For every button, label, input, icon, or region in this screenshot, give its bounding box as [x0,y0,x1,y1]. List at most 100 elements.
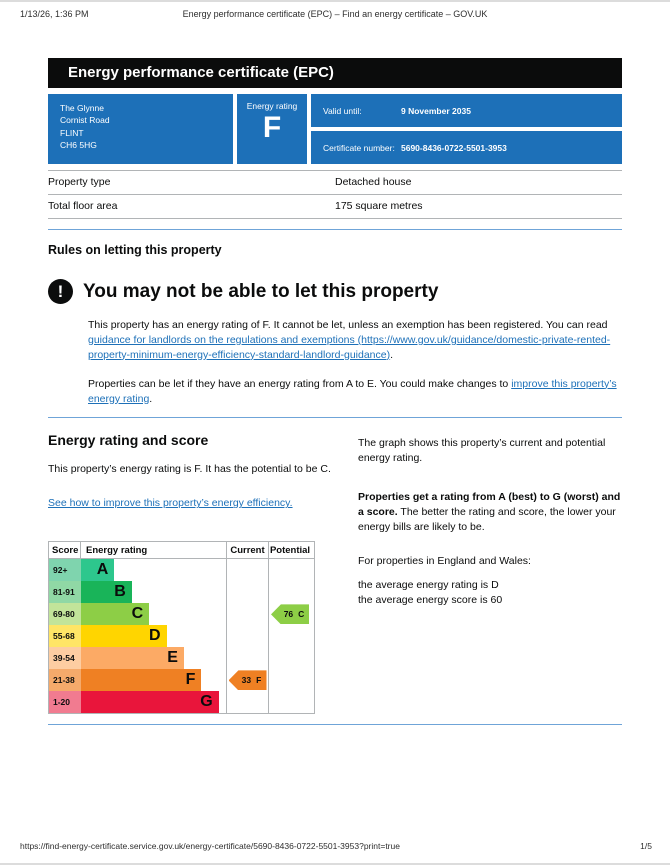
epc-potential-arrow: 76 C [271,604,309,625]
average-score-line: the average energy score is 60 [358,594,503,607]
warning-p1-period: . [390,348,394,361]
epc-chart-body: 92+ A 81-91 B 69-80 C 76 C 55-68 D 39-54 E 21-38 F 33 F… [49,559,314,714]
average-rating-line: the average energy rating is D [358,578,499,591]
energy-rating-label: Energy rating [246,101,298,111]
epc-rating-cell: C [81,603,227,626]
summary-address: The Glynne Cornist Road FLINT CH6 5HG [48,94,233,164]
graph-explainer: The graph shows this property’s current … [358,436,606,464]
epc-rating-cell: E [81,647,227,670]
epc-potential-cell [269,691,311,713]
property-table: Property type Detached house Total floor a… [48,170,622,219]
epc-band-row: 69-80 C 76 C [49,603,314,626]
epc-rating-cell: B [81,581,227,604]
summary-rating: Energy rating F [237,94,307,164]
epc-current-cell [227,603,269,626]
epc-score-cell: 81-91 [49,581,81,604]
certificate-number-row: Certificate number: 5690-8436-0722-5501-… [311,131,622,164]
certificate-number-value: 5690-8436-0722-5501-3953 [401,142,507,153]
epc-rating-cell: F [81,669,227,692]
epc-score-cell: 55-68 [49,625,81,648]
property-row-value: Detached house [335,176,412,188]
print-header: 1/13/26, 1:36 PM Energy performance cert… [20,9,650,19]
certificate-number-label: Certificate number: [323,142,395,153]
property-row: Property type Detached house [48,170,622,195]
epc-current-cell [227,581,269,604]
warning-p1-text: This property has an energy rating of F.… [88,319,608,331]
improve-efficiency-link[interactable]: See how to improve this property’s energ… [48,497,293,510]
rating-section-left: Energy rating and score This property’s … [48,432,358,715]
epc-current-cell: 33 F [227,669,269,692]
certificate-page: Energy performance certificate (EPC) The… [48,58,622,726]
epc-rating-chart: Score Energy rating Current Potential 92… [48,541,315,715]
section-divider-blue [48,416,622,418]
epc-potential-cell [269,647,311,669]
improve-rating-link[interactable]: improve this property’s energy rating [88,377,617,405]
epc-score-cell: 1-20 [49,691,81,714]
warning-paragraphs: This property has an energy rating of F.… [88,318,622,407]
epc-band-bar: A [81,559,115,582]
epc-potential-cell [269,625,311,647]
warning-p2-text: Properties can be let if they have an en… [88,377,512,390]
rules-heading: Rules on letting this property [48,243,222,257]
epc-rating-cell: D [81,625,227,648]
epc-band-bar: B [81,581,132,604]
certificate-banner: Energy performance certificate (EPC) [48,58,622,88]
epc-score-cell: 92+ [49,559,81,582]
epc-potential-cell [269,581,311,603]
england-wales-intro: For properties in England and Wales: [358,554,531,567]
address-line: Cornist Road [60,115,110,126]
epc-arrow-score: 33 [241,675,252,686]
address-line: The Glynne [60,103,104,113]
epc-score-cell: 21-38 [49,669,81,692]
epc-current-cell [227,691,269,714]
epc-rating-cell: G [81,691,227,714]
address-line: CH6 5HG [60,139,97,150]
epc-current-arrow: 33 F [228,670,267,691]
epc-band-row: 92+ A [49,559,314,582]
summary-validity: Valid until: 9 November 2035 Certificate… [311,94,622,164]
property-row-label: Property type [48,176,111,188]
epc-arrow-score: 76 [283,609,294,620]
epc-current-cell [227,625,269,648]
epc-score-cell: 39-54 [49,647,81,670]
rating-scale-bold: Properties get a rating from A (best) to… [358,490,621,519]
epc-band-row: 1-20 G [49,691,314,714]
valid-until-value: 9 November 2035 [401,105,471,116]
epc-band-row: 21-38 F 33 F [49,669,314,692]
warning-heading: You may not be able to let this property [83,280,439,302]
property-row-value: 175 square metres [335,200,423,212]
print-page-number: 1/5 [640,841,652,851]
banner-title: Energy performance certificate (EPC) [68,64,334,81]
improve-efficiency-paragraph: See how to improve this property’s energ… [48,496,348,511]
print-datetime: 1/13/26, 1:36 PM [20,9,89,19]
epc-band-row: 81-91 B [49,581,314,604]
chart-header-current: Current [227,542,269,559]
epc-current-cell [227,647,269,670]
epc-band-row: 39-54 E [49,647,314,670]
epc-arrow-letter: C [298,609,305,620]
rating-section-heading: Energy rating and score [48,431,209,448]
epc-band-bar: D [81,625,167,648]
epc-current-cell [227,559,269,582]
energy-rating-value: F [262,111,282,144]
epc-potential-cell [269,559,311,581]
epc-rating-cell: A [81,559,227,582]
summary-box: The Glynne Cornist Road FLINT CH6 5HG Energ… [48,94,622,164]
rating-scale-explainer: Properties get a rating from A (best) to… [358,490,622,536]
epc-band-row: 55-68 D [49,625,314,648]
epc-score-cell: 69-80 [49,603,81,626]
epc-potential-cell [269,669,311,691]
warning-header: ! You may not be able to let this proper… [48,279,622,304]
valid-until-label: Valid until: [323,105,362,116]
landlord-guidance-link[interactable]: guidance for landlords on the regulation… [88,333,611,361]
address-line: FLINT [60,127,84,138]
print-doc-title: Energy performance certificate (EPC) – F… [182,9,488,19]
rating-intro: This property’s energy rating is F. It h… [48,462,331,475]
window-top-edge [0,0,670,2]
epc-band-bar: C [81,603,150,626]
window-bottom-edge [0,863,670,865]
warning-paragraph-1: This property has an energy rating of F.… [88,318,622,363]
section-divider-blue [48,229,622,230]
epc-band-bar: G [81,691,219,714]
warning-p2-period: . [149,392,153,405]
